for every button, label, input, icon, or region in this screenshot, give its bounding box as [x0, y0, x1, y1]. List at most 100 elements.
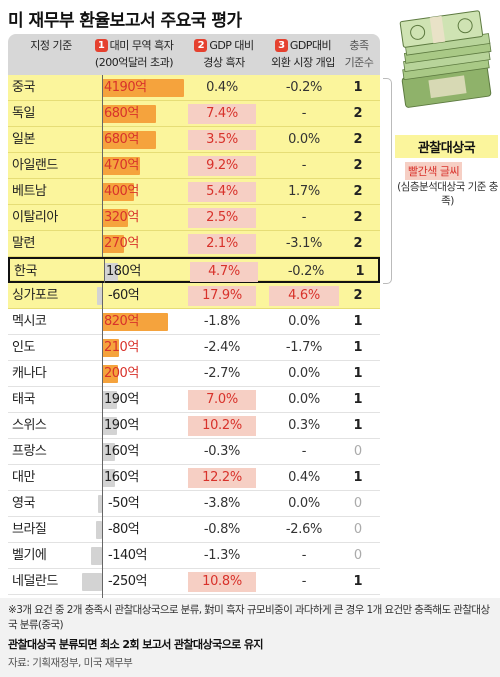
- fx-value: 0.4%: [288, 470, 320, 485]
- country-name: 브라질: [12, 522, 47, 537]
- country-name: 영국: [12, 496, 35, 511]
- criteria-count: 1: [353, 340, 363, 355]
- gdp-value: 2.1%: [188, 234, 256, 254]
- trade-value: 320억: [104, 210, 139, 225]
- table-row: 인도 210억 -2.4% -1.7% 1: [8, 335, 380, 361]
- country-name: 베트남: [12, 184, 47, 199]
- trade-axis: [102, 387, 103, 413]
- trade-axis: [102, 465, 103, 491]
- table-row: 아일랜드 470억 9.2% - 2: [8, 153, 380, 179]
- criteria-count: 0: [353, 548, 363, 563]
- trade-axis: [102, 179, 103, 205]
- footer: ※3개 요건 중 2개 충족시 관찰대상국으로 분류, 對미 흑자 규모비중이 …: [0, 598, 500, 677]
- trade-axis: [104, 259, 105, 285]
- row-divider: [8, 386, 380, 387]
- gdp-value: 5.4%: [188, 182, 256, 202]
- gdp-value: -2.4%: [203, 340, 241, 355]
- trade-bar: [102, 157, 140, 175]
- trade-bar: [102, 417, 118, 435]
- legend-red-note: (심층분석대상국 기준 충족): [397, 181, 498, 207]
- source-credit: 자료: 기획재정부, 미국 재무부: [8, 657, 133, 669]
- gdp-value: -0.3%: [203, 444, 241, 459]
- gdp-value: -2.7%: [203, 366, 241, 381]
- trade-axis: [102, 569, 103, 595]
- row-divider: [8, 178, 380, 179]
- trade-bar: [102, 105, 157, 123]
- country-name: 아일랜드: [12, 158, 58, 173]
- criteria-count: 0: [353, 444, 363, 459]
- gdp-value: 10.8%: [188, 572, 256, 592]
- gdp-value: 0.4%: [206, 80, 238, 95]
- trade-bar: [102, 209, 128, 227]
- country-name: 일본: [12, 132, 35, 147]
- row-divider: [8, 412, 380, 413]
- criteria-count: 1: [353, 366, 363, 381]
- table-row: 일본 680억 3.5% 0.0% 2: [8, 127, 380, 153]
- table-row: 멕시코 820억 -1.8% 0.0% 1: [8, 309, 380, 335]
- trade-axis: [102, 309, 103, 335]
- criteria-count: 1: [355, 264, 365, 279]
- criteria-count: 0: [353, 496, 363, 511]
- trade-value: 190억: [104, 392, 139, 407]
- header-count-line2: 기준수: [344, 56, 374, 69]
- gdp-value: -0.8%: [203, 522, 241, 537]
- gdp-value: -1.3%: [203, 548, 241, 563]
- trade-value: 4190억: [104, 80, 147, 95]
- row-divider: [8, 126, 380, 127]
- table-row: 네덜란드 -250억 10.8% - 1: [8, 569, 380, 595]
- criteria-count: 1: [353, 418, 363, 433]
- trade-axis: [102, 283, 103, 309]
- row-divider: [8, 594, 380, 595]
- trade-bar: [98, 495, 102, 513]
- trade-value: 680억: [104, 132, 139, 147]
- row-divider: [8, 568, 380, 569]
- gdp-value: -3.8%: [203, 496, 241, 511]
- trade-bar: [102, 79, 184, 97]
- header-fx: 3 GDP대비 외환 시장 개입: [262, 34, 344, 75]
- header-trade-line1: 대미 무역 흑자: [109, 39, 174, 52]
- header-gdp-line2: 경상 흑자: [203, 56, 245, 69]
- criteria-count: 1: [353, 470, 363, 485]
- trade-bar: [82, 573, 102, 591]
- fx-value: -: [301, 444, 307, 459]
- fx-value: 0.3%: [288, 418, 320, 433]
- trade-axis: [102, 153, 103, 179]
- row-divider: [8, 516, 380, 517]
- header-country-label: 지정 기준: [30, 39, 72, 52]
- trade-axis: [102, 439, 103, 465]
- trade-bar: [90, 547, 102, 565]
- chart-title: 미 재무부 환율보고서 주요국 평가: [8, 11, 242, 31]
- gdp-value: 7.4%: [188, 104, 256, 124]
- table-row: 영국 -50억 -3.8% 0.0% 0: [8, 491, 380, 517]
- trade-bar: [102, 183, 134, 201]
- header-gdp: 2 GDP 대비 경상 흑자: [184, 34, 264, 75]
- country-name: 대만: [12, 470, 35, 485]
- row-divider: [8, 204, 380, 205]
- gdp-value: 4.7%: [190, 262, 258, 282]
- trade-axis: [102, 491, 103, 517]
- trade-bar: [102, 339, 119, 357]
- trade-axis: [102, 127, 103, 153]
- gdp-value: 12.2%: [188, 468, 256, 488]
- header-country: 지정 기준: [8, 34, 94, 75]
- row-divider: [8, 308, 380, 309]
- gdp-value: 17.9%: [188, 286, 256, 306]
- criteria-count: 0: [353, 522, 363, 537]
- table-header: 지정 기준 1 대미 무역 흑자 (200억달러 초과) 2 GDP 대비 경상 흑…: [8, 34, 380, 75]
- trade-value: 160억: [104, 470, 139, 485]
- country-name: 캐나다: [12, 366, 47, 381]
- trade-axis: [102, 205, 103, 231]
- table-row: 브라질 -80억 -0.8% -2.6% 0: [8, 517, 380, 543]
- trade-bar: [102, 131, 157, 149]
- trade-bar: [95, 521, 102, 539]
- row-divider: [8, 230, 380, 231]
- country-name: 독일: [12, 106, 35, 121]
- row-divider: [8, 334, 380, 335]
- row-divider: [8, 256, 380, 257]
- criterion-badge-3: 3: [274, 39, 288, 52]
- trade-value: 180억: [106, 264, 141, 279]
- header-trade: 1 대미 무역 흑자 (200억달러 초과): [84, 34, 184, 75]
- trade-bar: [102, 235, 124, 253]
- country-name: 태국: [12, 392, 35, 407]
- trade-value: -50억: [108, 496, 140, 511]
